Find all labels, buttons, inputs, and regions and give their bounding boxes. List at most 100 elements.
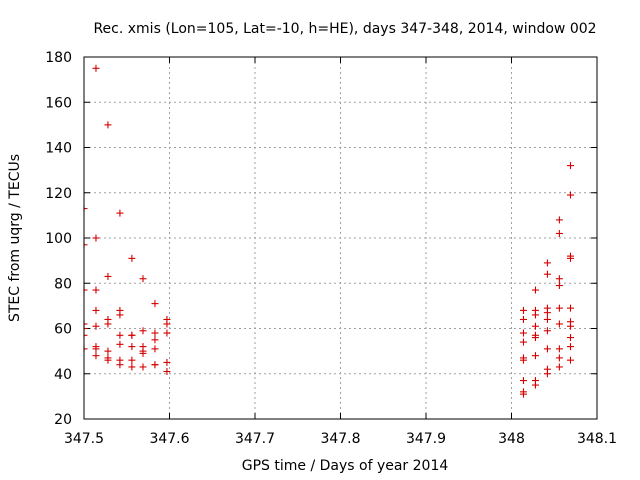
data-point <box>128 254 136 262</box>
data-point <box>519 377 527 385</box>
plot-frame <box>83 56 598 420</box>
data-point <box>151 329 159 337</box>
data-point <box>92 345 100 353</box>
y-tick-label: 40 <box>54 367 72 383</box>
data-point <box>519 329 527 337</box>
data-point <box>531 322 539 330</box>
data-point <box>566 334 574 342</box>
data-point <box>543 309 551 317</box>
y-tick-label: 160 <box>45 95 72 111</box>
y-tick-label: 20 <box>54 412 72 428</box>
data-point <box>543 315 551 323</box>
data-point <box>139 327 147 335</box>
data-point <box>566 191 574 199</box>
data-point <box>83 325 88 332</box>
data-point <box>163 358 171 366</box>
data-point <box>519 390 527 398</box>
data-point <box>531 311 539 319</box>
data-point <box>555 229 563 237</box>
data-point <box>566 304 574 312</box>
data-point <box>555 363 563 371</box>
data-point <box>531 381 539 389</box>
data-point <box>92 322 100 330</box>
data-point <box>83 286 88 294</box>
data-point <box>543 370 551 378</box>
grid-lines <box>84 57 597 419</box>
data-point <box>116 311 124 319</box>
data-point <box>151 345 159 353</box>
x-tick-label: 348.1 <box>577 431 617 447</box>
data-point <box>163 367 171 375</box>
data-point <box>92 306 100 314</box>
data-point <box>531 352 539 360</box>
data-point <box>566 162 574 170</box>
data-point <box>139 349 147 357</box>
data-point <box>543 270 551 278</box>
data-point <box>543 327 551 335</box>
data-point <box>555 275 563 283</box>
y-tick-label: 180 <box>45 50 72 66</box>
data-point <box>139 275 147 283</box>
data-point <box>151 361 159 369</box>
data-point <box>566 254 574 262</box>
data-point <box>151 300 159 308</box>
data-point <box>83 241 88 249</box>
data-point <box>128 343 136 351</box>
data-point <box>543 259 551 267</box>
data-point <box>531 286 539 294</box>
data-point <box>92 234 100 242</box>
data-point <box>83 331 88 339</box>
data-point <box>566 343 574 351</box>
data-point <box>151 336 159 344</box>
data-point <box>566 322 574 330</box>
y-tick-label: 100 <box>45 231 72 247</box>
y-tick-label: 80 <box>54 276 72 292</box>
x-tick-label: 347.8 <box>320 431 360 447</box>
y-tick-label: 140 <box>45 141 72 157</box>
x-axis-label: GPS time / Days of year 2014 <box>242 458 449 474</box>
y-axis-ticks: 20 40 60 80 100 120 140 160 180 <box>45 50 597 428</box>
data-point <box>566 356 574 364</box>
data-point <box>104 272 112 280</box>
data-point <box>104 347 112 355</box>
data-point <box>116 340 124 348</box>
x-tick-label: 347.9 <box>406 431 446 447</box>
data-point <box>519 315 527 323</box>
data-point <box>555 216 563 224</box>
data-point <box>92 286 100 294</box>
x-tick-label: 348 <box>498 431 525 447</box>
data-point <box>163 329 171 337</box>
data-point <box>555 345 563 353</box>
data-point <box>116 331 124 339</box>
data-point <box>104 121 112 129</box>
y-tick-label: 120 <box>45 186 72 202</box>
data-points <box>83 64 574 398</box>
x-tick-label: 347.5 <box>64 431 104 447</box>
data-point <box>128 363 136 371</box>
data-point <box>139 363 147 371</box>
data-point <box>555 354 563 362</box>
chart-title: Rec. xmis (Lon=105, Lat=-10, h=HE), days… <box>93 21 596 37</box>
data-point <box>555 304 563 312</box>
data-point <box>555 282 563 290</box>
x-axis-ticks: 347.5 347.6 347.7 347.8 347.9 348 348.1 <box>64 57 617 447</box>
data-point <box>555 320 563 328</box>
data-point <box>83 345 88 353</box>
y-axis-label: STEC from uqrg / TECUs <box>7 154 23 322</box>
data-point <box>92 352 100 360</box>
data-point <box>104 320 112 328</box>
data-point <box>128 356 136 364</box>
x-tick-label: 347.6 <box>149 431 189 447</box>
x-tick-label: 347.7 <box>235 431 275 447</box>
data-point <box>531 334 539 342</box>
y-tick-label: 60 <box>54 322 72 338</box>
data-point <box>104 356 112 364</box>
data-point <box>519 356 527 364</box>
data-point <box>163 320 171 328</box>
data-point <box>116 361 124 369</box>
data-point <box>519 338 527 346</box>
data-point <box>519 306 527 314</box>
data-point <box>92 64 100 72</box>
data-point <box>543 345 551 353</box>
